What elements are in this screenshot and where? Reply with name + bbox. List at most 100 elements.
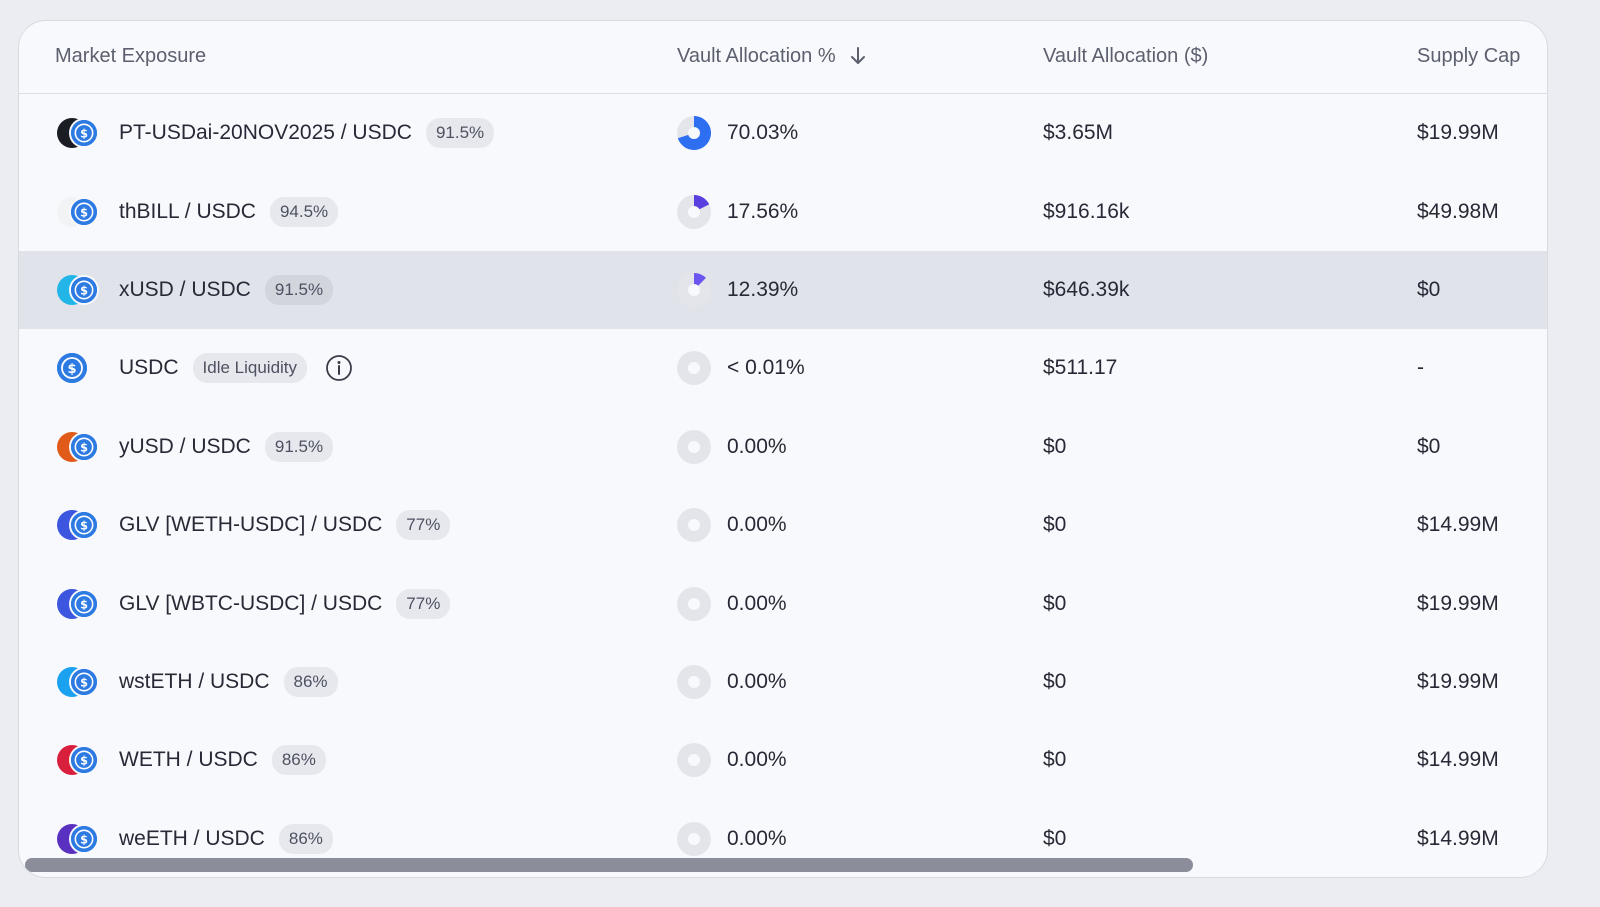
supply-cap-value: $19.99M	[1417, 669, 1499, 693]
svg-text:$: $	[80, 441, 88, 454]
lltv-badge: 91.5%	[264, 274, 334, 305]
usdc-logo-icon: $	[69, 118, 99, 149]
horizontal-scrollbar[interactable]	[19, 855, 1547, 877]
lltv-badge: 91.5%	[264, 431, 334, 462]
market-name: GLV [WBTC-USDC] / USDC	[119, 591, 383, 615]
column-header-label: Vault Allocation %	[677, 45, 836, 67]
market-name: GLV [WETH-USDC] / USDC	[119, 513, 383, 537]
allocation-usd-value: $511.17	[1043, 356, 1118, 380]
svg-text:$: $	[80, 206, 88, 219]
market-exposure-cell: $ yUSD / USDC 91.5%	[55, 408, 334, 486]
token-logos: $	[55, 195, 103, 229]
market-name: yUSD / USDC	[119, 434, 251, 458]
allocation-pie-icon	[677, 743, 711, 778]
table-row[interactable]: $ WETH / USDC 86% 0.00% $0 $14.99M	[19, 721, 1547, 799]
table-row[interactable]: $ xUSD / USDC 91.5% 12.39% $646.39k $0	[19, 250, 1547, 330]
table-row[interactable]: $ yUSD / USDC 91.5% 0.00% $0 $0	[19, 408, 1547, 486]
svg-text:$: $	[80, 833, 88, 846]
supply-cap-value: $0	[1417, 277, 1441, 301]
allocation-pie-icon	[677, 194, 711, 229]
token-logos: $	[55, 508, 103, 542]
column-header-vault-allocation-usd[interactable]: Vault Allocation ($)	[1043, 45, 1208, 68]
vault-allocation-pct-cell: 0.00%	[677, 721, 787, 799]
column-header-vault-allocation-pct[interactable]: Vault Allocation %	[677, 45, 867, 68]
vault-allocation-pct-cell: 12.39%	[677, 251, 798, 329]
allocation-pct-value: 0.00%	[727, 669, 787, 693]
usdc-logo-icon: $	[69, 431, 99, 462]
vault-allocation-pct-cell: 0.00%	[677, 408, 787, 486]
supply-cap-value: $14.99M	[1417, 748, 1499, 772]
allocation-pct-value: 17.56%	[727, 199, 799, 223]
lltv-badge: 86%	[271, 745, 326, 776]
lltv-badge: Idle Liquidity	[192, 353, 308, 384]
vault-allocation-pct-cell: 0.00%	[677, 643, 787, 721]
vault-allocation-pct-cell: < 0.01%	[677, 329, 805, 407]
arrow-down-icon[interactable]	[849, 46, 867, 66]
supply-cap-cell: $19.99M	[1417, 564, 1499, 642]
market-exposure-cell: $ xUSD / USDC 91.5%	[55, 251, 334, 329]
supply-cap-cell: $0	[1417, 251, 1440, 329]
column-header-label: Vault Allocation ($)	[1043, 45, 1209, 67]
table-row[interactable]: $ PT-USDai-20NOV2025 / USDC 91.5% 70.03%…	[19, 94, 1547, 172]
allocation-usd-value: $0	[1043, 826, 1067, 850]
column-header-supply-cap[interactable]: Supply Cap	[1417, 45, 1520, 68]
allocation-usd-value: $0	[1043, 669, 1067, 693]
allocation-pct-value: 0.00%	[727, 513, 787, 537]
vault-allocation-usd-cell: $646.39k	[1043, 251, 1129, 329]
usdc-logo-icon: $	[69, 745, 99, 776]
vault-allocation-pct-cell: 0.00%	[677, 486, 787, 564]
market-exposure-cell: $ WETH / USDC 86%	[55, 721, 326, 799]
scrollbar-thumb[interactable]	[25, 858, 1193, 872]
allocation-usd-value: $0	[1043, 513, 1067, 537]
supply-cap-cell: $14.99M	[1417, 486, 1499, 564]
token-logos: $	[55, 822, 103, 856]
lltv-badge: 86%	[283, 666, 338, 697]
vault-allocation-usd-cell: $0	[1043, 643, 1066, 721]
supply-cap-cell: $14.99M	[1417, 800, 1499, 877]
allocation-pct-value: 12.39%	[727, 277, 799, 301]
table-body: $ PT-USDai-20NOV2025 / USDC 91.5% 70.03%…	[19, 94, 1547, 877]
vault-allocation-usd-cell: $511.17	[1043, 329, 1117, 407]
market-name: wstETH / USDC	[119, 669, 270, 693]
column-header-label: Market Exposure	[55, 45, 207, 67]
usdc-logo-icon: $	[57, 353, 87, 384]
column-header-market-exposure[interactable]: Market Exposure	[55, 45, 206, 68]
token-logos: $	[55, 587, 103, 621]
token-logos: $	[55, 743, 103, 777]
lltv-badge: 77%	[396, 510, 451, 541]
lltv-badge: 86%	[278, 823, 333, 854]
allocation-pct-value: 0.00%	[727, 826, 787, 850]
vault-allocation-usd-cell: $3.65M	[1043, 94, 1113, 172]
allocation-pie-icon	[677, 508, 711, 543]
svg-text:$: $	[80, 284, 88, 297]
supply-cap-value: $14.99M	[1417, 826, 1499, 850]
market-exposure-cell: $ wstETH / USDC 86%	[55, 643, 338, 721]
table-row[interactable]: $ thBILL / USDC 94.5% 17.56% $916.16k $4…	[19, 172, 1547, 250]
allocation-pie-icon	[677, 272, 711, 307]
usdc-logo-icon: $	[69, 823, 99, 854]
allocation-usd-value: $3.65M	[1043, 121, 1114, 145]
allocation-pct-value: 0.00%	[727, 748, 787, 772]
usdc-logo-icon: $	[69, 588, 99, 619]
svg-text:$: $	[80, 676, 88, 689]
allocation-pct-value: 70.03%	[727, 121, 799, 145]
usdc-logo-icon: $	[69, 510, 99, 541]
table-row[interactable]: $ weETH / USDC 86% 0.00% $0 $14.99M	[19, 800, 1547, 877]
vault-allocation-usd-cell: $0	[1043, 564, 1066, 642]
allocation-usd-value: $0	[1043, 591, 1067, 615]
market-name: thBILL / USDC	[119, 199, 256, 223]
table-row[interactable]: $ GLV [WETH-USDC] / USDC 77% 0.00% $0 $1…	[19, 486, 1547, 564]
usdc-logo-icon: $	[69, 274, 99, 305]
lltv-badge: 91.5%	[425, 118, 495, 149]
allocation-pie-icon	[677, 351, 711, 386]
market-exposure-cell: $ GLV [WETH-USDC] / USDC 77%	[55, 486, 451, 564]
lltv-badge: 94.5%	[269, 196, 339, 227]
usdc-logo-icon: $	[69, 666, 99, 697]
token-logos: $	[55, 116, 103, 150]
vault-allocation-pct-cell: 0.00%	[677, 564, 787, 642]
table-row[interactable]: $ USDC Idle Liquidity < 0.01% $511.17 -	[19, 329, 1547, 407]
table-row[interactable]: $ wstETH / USDC 86% 0.00% $0 $19.99M	[19, 643, 1547, 721]
info-circle-icon[interactable]	[325, 354, 353, 382]
supply-cap-value: $14.99M	[1417, 513, 1499, 537]
table-row[interactable]: $ GLV [WBTC-USDC] / USDC 77% 0.00% $0 $1…	[19, 564, 1547, 642]
